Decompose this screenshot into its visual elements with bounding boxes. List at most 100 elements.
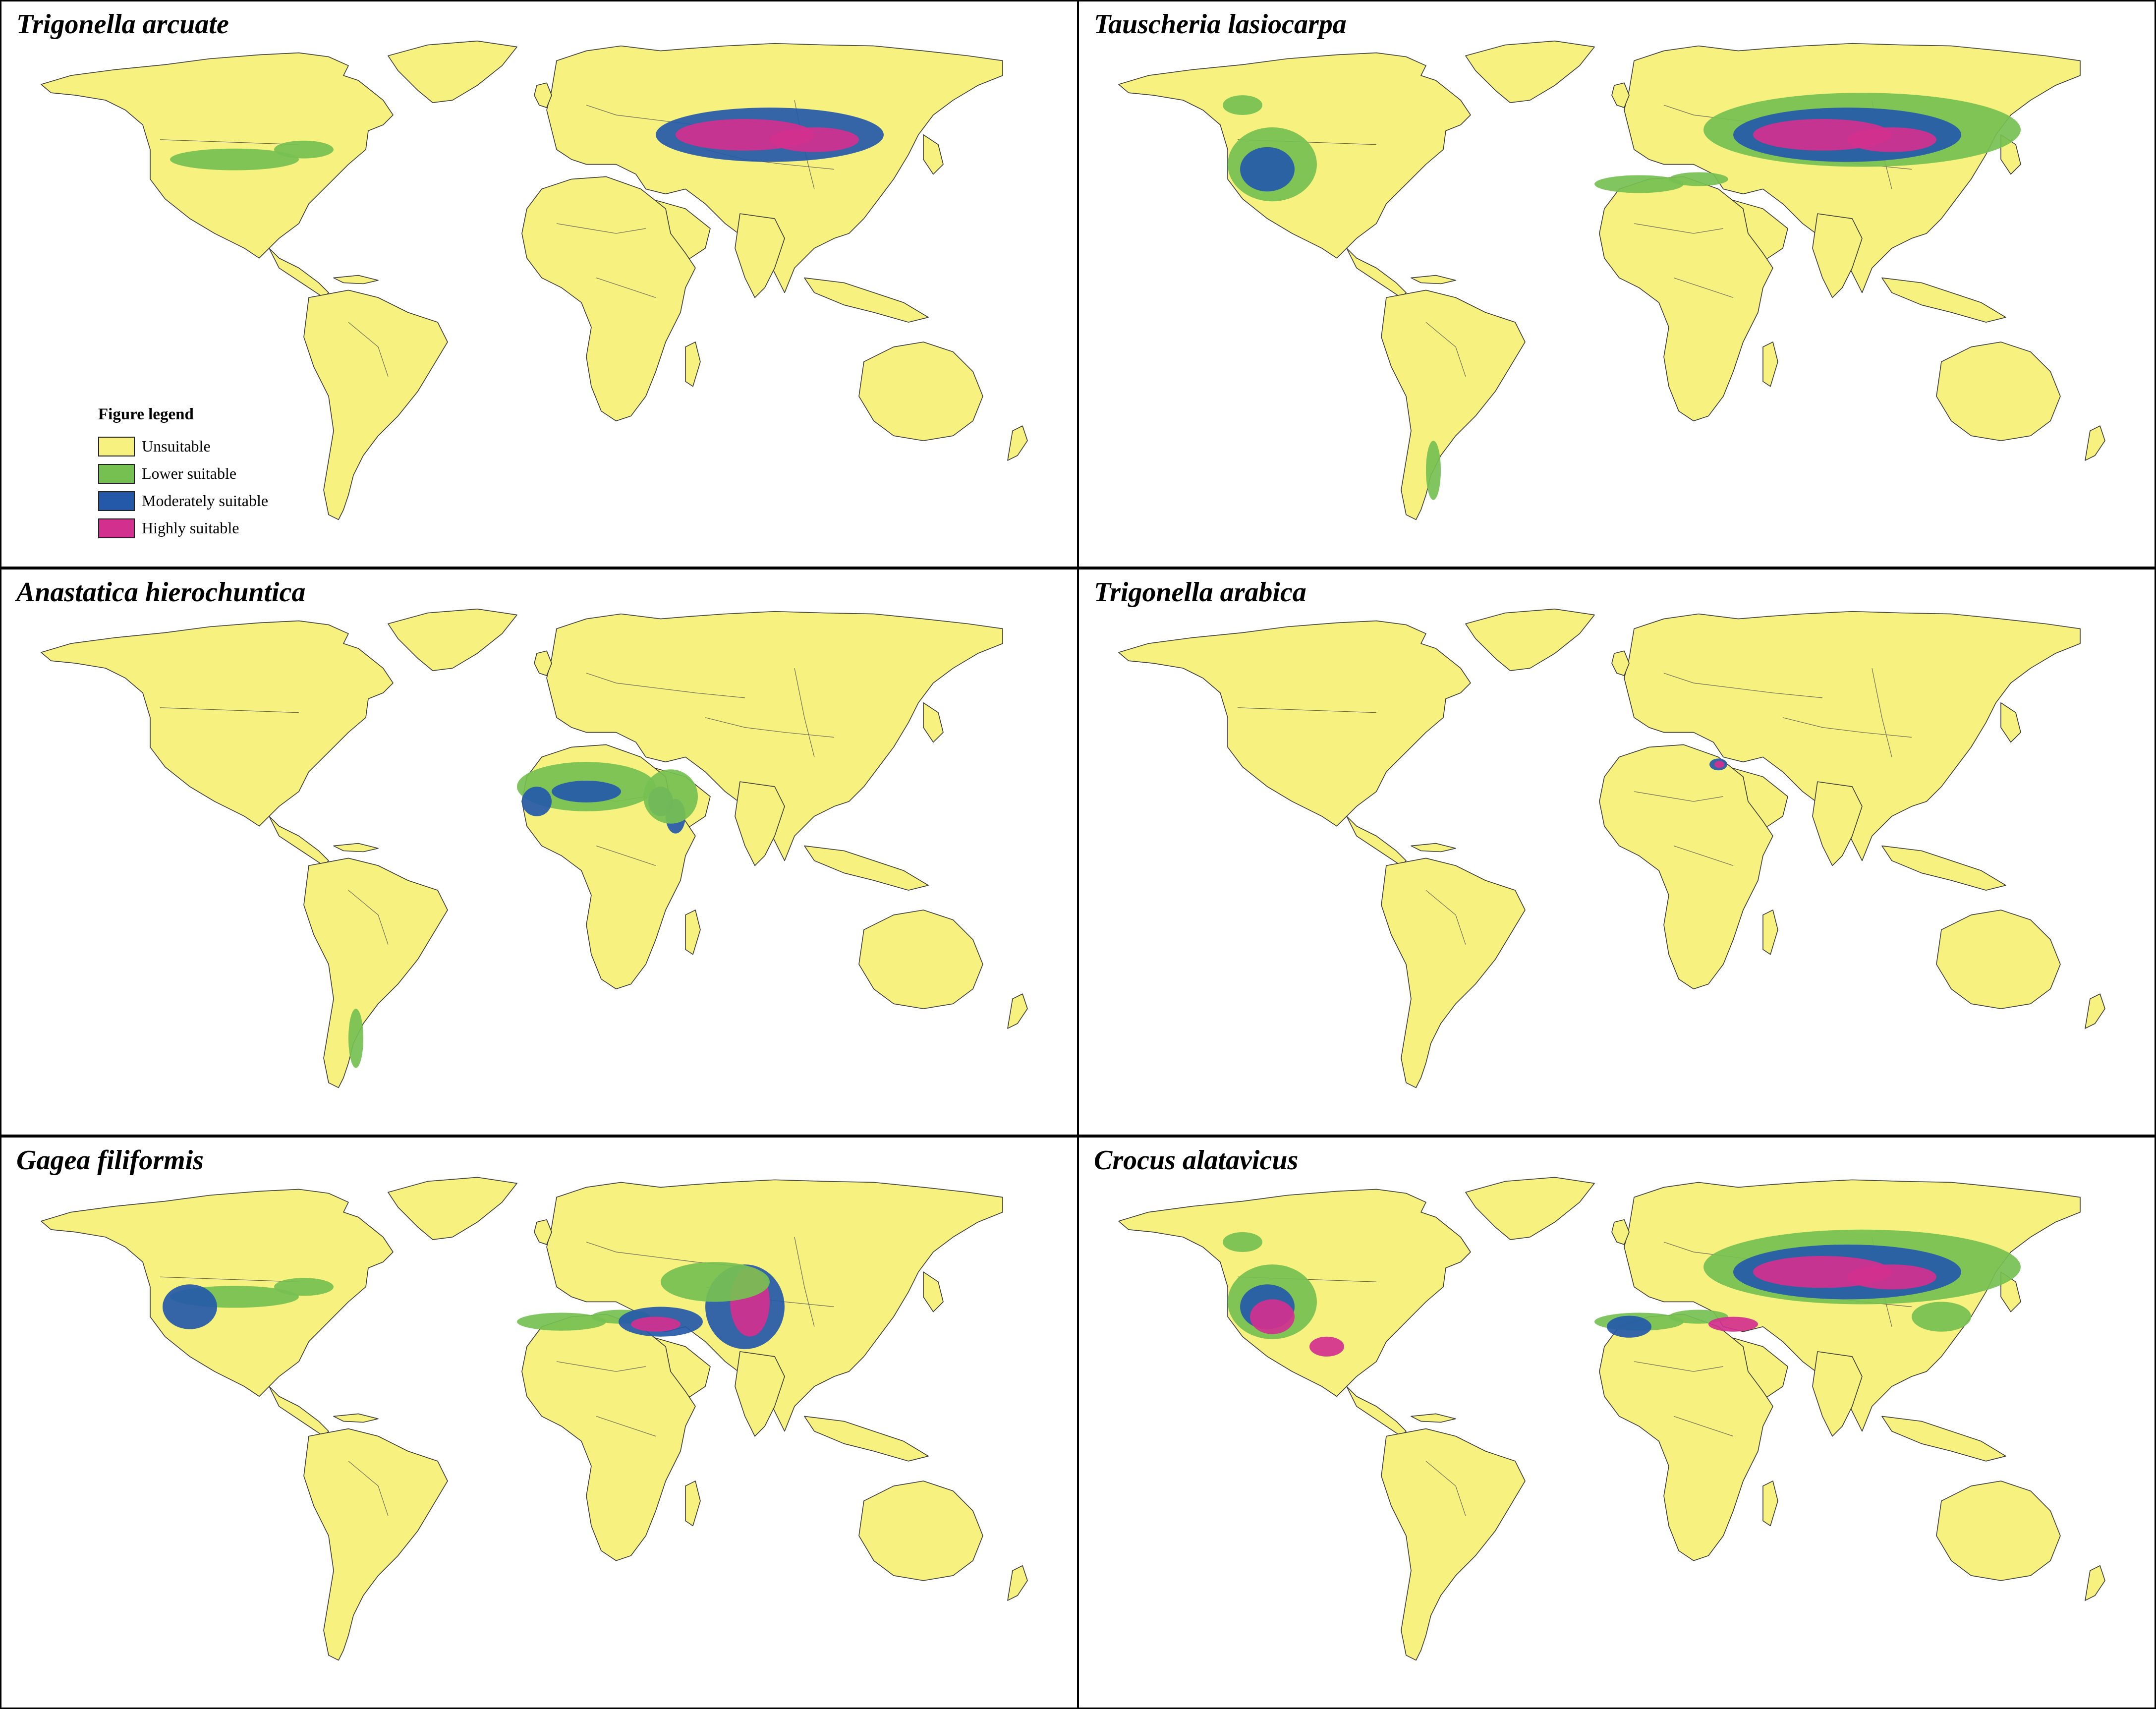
- country-border: [1425, 322, 1466, 377]
- landmass-africa: [521, 176, 696, 422]
- landmass-central-america: [1346, 1386, 1407, 1437]
- landmass-madagascar: [685, 1481, 701, 1527]
- legend-label: Highly suitable: [142, 519, 239, 537]
- suitability-zone-mod: [1240, 147, 1295, 192]
- country-border: [794, 1237, 815, 1327]
- world-map: [41, 608, 1028, 1088]
- world-map: [41, 40, 1028, 520]
- map-panel-5: Gagea filiformis: [0, 1136, 1078, 1709]
- landmass-india: [735, 1351, 785, 1437]
- landmass-australia: [858, 1481, 983, 1581]
- map-panel-2: Tauscheria lasiocarpa: [1078, 0, 2156, 568]
- suitability-zone-low: [643, 769, 698, 824]
- landmass-australia: [858, 910, 983, 1009]
- suitability-zone-mod: [552, 781, 621, 802]
- suitability-zone-low: [1223, 95, 1262, 115]
- species-title: Trigonella arcuate: [16, 9, 229, 40]
- landmass-japan: [923, 702, 944, 743]
- world-map: [1118, 40, 2105, 520]
- landmass-south-america: [1381, 289, 1526, 520]
- country-border: [1872, 668, 1892, 757]
- legend-title: Figure legend: [98, 405, 194, 423]
- landmass-uk: [1611, 1219, 1630, 1245]
- country-border: [1673, 845, 1734, 866]
- species-title: Crocus alatavicus: [1094, 1145, 1299, 1176]
- landmass-australia: [1936, 342, 2061, 441]
- country-border: [586, 673, 745, 698]
- world-map: [1118, 608, 2105, 1088]
- landmass-uk: [534, 1219, 552, 1245]
- land-layer: [41, 1177, 1028, 1661]
- landmass-south-america: [303, 289, 448, 520]
- country-border: [1425, 890, 1466, 945]
- suitability-zone-low: [517, 1312, 606, 1331]
- landmass-australia: [1936, 910, 2061, 1009]
- landmass-greenland: [1465, 1177, 1595, 1240]
- country-border: [1634, 223, 1724, 234]
- suitability-zone-high: [1714, 761, 1724, 768]
- landmass-japan: [923, 134, 944, 175]
- landmass-madagascar: [1762, 910, 1778, 955]
- suitability-zone-high: [1847, 127, 1936, 152]
- suitability-zone-low: [348, 1009, 363, 1068]
- suitability-zone-high: [1309, 1336, 1344, 1357]
- landmass-indonesia: [804, 1416, 929, 1462]
- country-border: [1425, 1461, 1466, 1516]
- landmass-south-america: [303, 1428, 448, 1661]
- country-border: [1634, 791, 1724, 802]
- landmass-india: [1812, 213, 1863, 298]
- country-border: [705, 717, 835, 738]
- map-panel-6: Crocus alatavicus: [1078, 1136, 2156, 1709]
- landmass-japan: [923, 1271, 944, 1312]
- world-map: [41, 1177, 1028, 1661]
- suitability-zone-high: [631, 1316, 681, 1332]
- landmass-africa: [1599, 744, 1773, 990]
- suitability-zone-low: [274, 140, 334, 159]
- landmass-caribbean: [333, 275, 379, 285]
- species-title: Gagea filiformis: [16, 1145, 204, 1176]
- country-border: [160, 707, 299, 713]
- legend-label: Unsuitable: [142, 437, 211, 455]
- landmass-madagascar: [1762, 1481, 1778, 1527]
- landmass-south-america: [1381, 857, 1526, 1088]
- legend-item: Unsuitable: [98, 433, 268, 460]
- species-title: Tauscheria lasiocarpa: [1094, 9, 1347, 40]
- suitability-zone-high: [1708, 1316, 1758, 1332]
- landmass-greenland: [388, 40, 517, 103]
- landmass-central-america: [269, 248, 329, 298]
- landmass-australia: [858, 342, 983, 441]
- landmass-indonesia: [804, 845, 929, 891]
- country-border: [1634, 1361, 1724, 1372]
- landmass-caribbean: [333, 1413, 379, 1423]
- landmass-new-zealand: [2085, 1565, 2105, 1601]
- landmass-india: [1812, 1351, 1863, 1437]
- legend-item: Lower suitable: [98, 460, 268, 487]
- landmass-africa: [1599, 1313, 1773, 1561]
- legend-swatch: [98, 518, 135, 538]
- country-border: [556, 223, 646, 234]
- legend-swatch: [98, 491, 135, 511]
- landmass-india: [1812, 781, 1863, 866]
- landmass-new-zealand: [1007, 425, 1028, 461]
- legend-label: Moderately suitable: [142, 492, 269, 510]
- landmass-madagascar: [685, 342, 701, 387]
- country-border: [794, 668, 815, 757]
- country-border: [1237, 707, 1377, 713]
- map-panel-3: Anastatica hierochuntica: [0, 568, 1078, 1136]
- landmass-central-america: [1346, 248, 1407, 298]
- suitability-zone-high: [1847, 1264, 1936, 1290]
- landmass-india: [735, 213, 785, 298]
- landmass-caribbean: [1411, 843, 1456, 853]
- landmass-africa: [521, 1313, 696, 1561]
- country-border: [160, 1276, 299, 1282]
- landmass-uk: [534, 82, 552, 108]
- country-border: [348, 890, 389, 945]
- country-border: [348, 322, 389, 377]
- suitability-zone-low: [1223, 1232, 1262, 1253]
- country-border: [1663, 673, 1823, 698]
- landmass-eurasia: [546, 611, 1003, 861]
- suitability-zone-low: [661, 1262, 770, 1302]
- suitability-layer: [348, 762, 698, 1068]
- landmass-central-america: [269, 1386, 329, 1437]
